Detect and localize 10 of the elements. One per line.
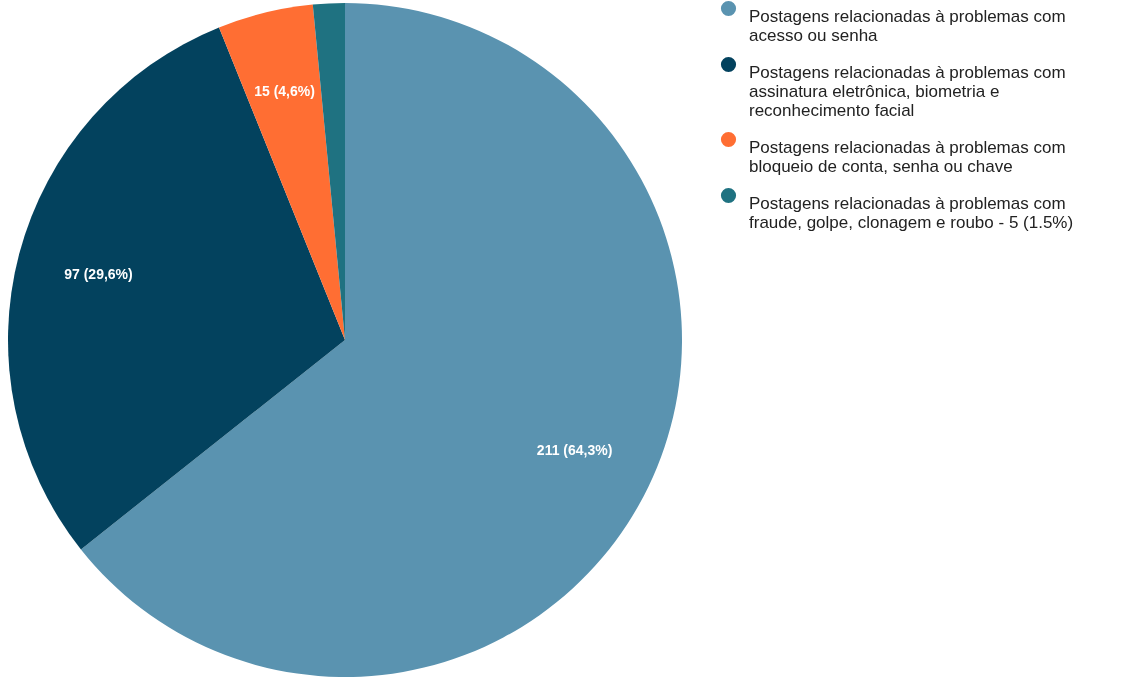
data-label: 97 (29,6%) [64, 265, 133, 282]
legend-label: Postagens relacionadas à problemas com fraude, golpe, clonagem e roubo - 5 (1.5%) [749, 193, 1074, 232]
legend-label: Postagens relacionadas à problemas com acesso ou senha [749, 6, 1066, 45]
data-label: 15 (4,6%) [254, 83, 315, 100]
pie-slice [219, 4, 345, 340]
pie-slice [8, 27, 345, 550]
legend-label: Postagens relacionadas à problemas com assinatura eletrônica, biometria e reconhecimento facial [749, 62, 1066, 120]
data-label: 211 (64,3%) [536, 441, 613, 458]
pie-slice [80, 3, 682, 677]
legend-label: Postagens relacionadas à problemas com bloqueio de conta, senha ou chave [749, 137, 1066, 176]
